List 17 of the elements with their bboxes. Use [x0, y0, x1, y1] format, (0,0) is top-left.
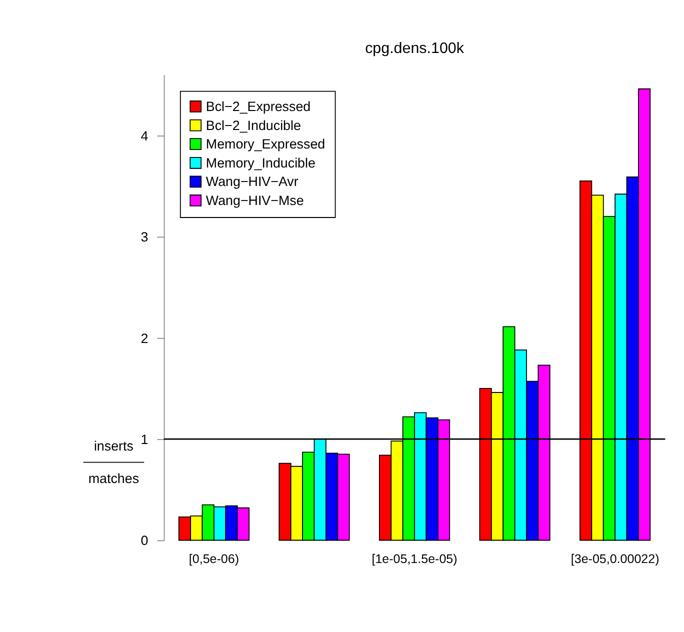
- y-tick-label: 4: [140, 128, 149, 144]
- y-tick-label: 3: [140, 230, 148, 245]
- legend-label: Wang−HIV−Avr: [206, 174, 299, 190]
- chart-title: cpg.dens.100k: [365, 40, 464, 58]
- legend-label: Memory_Expressed: [206, 136, 326, 152]
- y-axis-title: inserts: [94, 438, 134, 454]
- legend-label: Memory_Inducible: [206, 155, 316, 170]
- y-tick-label: 0: [140, 533, 148, 548]
- legend-label: Bcl−2_Inducible: [206, 118, 301, 133]
- x-tick-label: [0,5e-06): [188, 552, 240, 566]
- y-tick-label: 1: [140, 432, 148, 447]
- x-tick-label: [3e-05,0.00022): [570, 552, 660, 566]
- legend-label: Bcl−2_Expressed: [206, 98, 311, 114]
- text: matches: [88, 470, 140, 486]
- legend-label: Wang−HIV−Mse: [206, 192, 304, 208]
- y-tick-label: 2: [140, 330, 148, 346]
- x-tick-label: [1e-05,1.5e-05): [372, 552, 458, 566]
